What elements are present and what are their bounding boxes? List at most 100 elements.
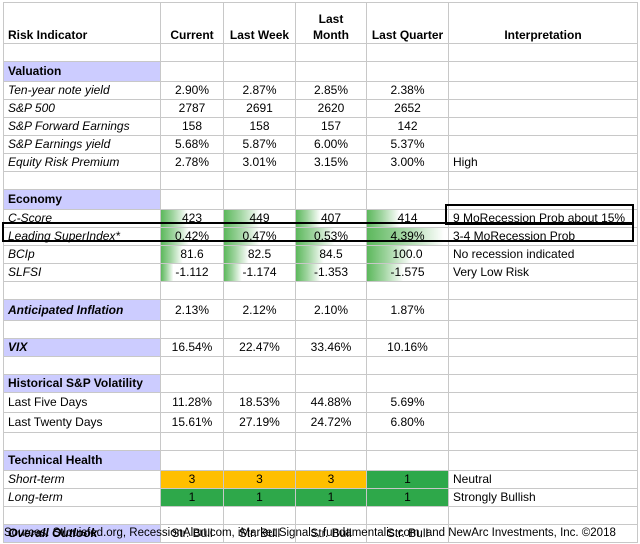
spacer-cell (448, 171, 638, 190)
empty-cell (223, 374, 296, 393)
volatility-1-last-week-value: 27.19% (223, 412, 296, 433)
spacer-row (3, 320, 638, 339)
outlook-current-value: Str. Bull (160, 524, 224, 543)
technical-0-label: Short-term (3, 470, 161, 489)
valuation-title: Valuation (3, 61, 161, 82)
volatility-1-interpretation (448, 412, 638, 433)
empty-cell (295, 374, 367, 393)
economy-1-last-month-value: 0.53% (295, 227, 367, 246)
valuation-2-interpretation (448, 117, 638, 136)
valuation-1-last-week-value: 2691 (223, 99, 296, 118)
economy-0-interpretation: 9 MoRecession Prob about 15% (448, 209, 638, 228)
empty-cell (295, 450, 367, 471)
technical-0-last-quarter-value: 1 (366, 470, 449, 489)
valuation-3-label: S&P Earnings yield (3, 135, 161, 154)
valuation-1-last-quarter-value: 2652 (366, 99, 449, 118)
empty-cell (366, 450, 449, 471)
spacer-cell (366, 356, 449, 375)
valuation-4-label: Equity Risk Premium (3, 153, 161, 172)
technical-1-current-value: 1 (160, 488, 224, 507)
vix-label: VIX (3, 338, 161, 357)
economy-0-last-month-value: 407 (295, 209, 367, 228)
spacer-cell (295, 43, 367, 62)
vix-interpretation (448, 338, 638, 357)
spacer-cell (295, 356, 367, 375)
spacer-cell (295, 320, 367, 339)
economy-2-last-month-value: 84.5 (295, 245, 367, 264)
outlook-last-month-value: Str. Bull (295, 524, 367, 543)
valuation-3-last-quarter-value: 5.37% (366, 135, 449, 154)
empty-cell (448, 61, 638, 82)
spacer-cell (3, 506, 161, 525)
valuation-4-last-week-value: 3.01% (223, 153, 296, 172)
spacer-cell (160, 320, 224, 339)
inflation-last-quarter-value: 1.87% (366, 299, 449, 321)
spacer-cell (366, 171, 449, 190)
volatility-1-current-value: 15.61% (160, 412, 224, 433)
volatility-0-row: Last Five Days 11.28% 18.53% 44.88% 5.69% (3, 392, 638, 413)
economy-2-last-quarter-value: 100.0 (366, 245, 449, 264)
risk-table: Risk Indicator Current Last Week Last Mo… (3, 2, 638, 543)
spacer-cell (3, 320, 161, 339)
volatility-title: Historical S&P Volatility (3, 374, 161, 393)
volatility-0-current-value: 11.28% (160, 392, 224, 413)
economy-2-interpretation: No recession indicated (448, 245, 638, 264)
economy-2-last-week-value: 82.5 (223, 245, 296, 264)
spacer-cell (160, 281, 224, 300)
inflation-interpretation (448, 299, 638, 321)
spacer-cell (366, 506, 449, 525)
empty-cell (448, 450, 638, 471)
spacer-cell (160, 171, 224, 190)
spacer-cell (295, 432, 367, 451)
outlook-interpretation (448, 524, 638, 543)
spacer-row (3, 281, 638, 300)
spacer-cell (448, 320, 638, 339)
empty-cell (223, 189, 296, 210)
header-risk-indicator: Risk Indicator (3, 2, 161, 44)
vix-last-quarter-value: 10.16% (366, 338, 449, 357)
header-last-month: Last Month (295, 2, 367, 44)
technical-1-last-quarter-value: 1 (366, 488, 449, 507)
spacer-cell (366, 281, 449, 300)
header-current: Current (160, 2, 224, 44)
spacer-cell (223, 281, 296, 300)
valuation-4-row: Equity Risk Premium 2.78% 3.01% 3.15% 3.00% H… (3, 153, 638, 172)
spacer-cell (160, 506, 224, 525)
empty-cell (366, 374, 449, 393)
empty-cell (160, 189, 224, 210)
valuation-1-row: S&P 500 2787 2691 2620 2652 (3, 99, 638, 118)
volatility-0-label: Last Five Days (3, 392, 161, 413)
empty-cell (366, 189, 449, 210)
economy-2-current-value: 81.6 (160, 245, 224, 264)
spacer-cell (223, 432, 296, 451)
inflation-current-value: 2.13% (160, 299, 224, 321)
spacer-row (3, 43, 638, 62)
economy-3-label: SLFSI (3, 263, 161, 282)
economy-3-last-quarter-value: -1.575 (366, 263, 449, 282)
valuation-3-last-month-value: 6.00% (295, 135, 367, 154)
empty-cell (160, 61, 224, 82)
inflation-row: Anticipated Inflation 2.13% 2.12% 2.10% 1.87… (3, 299, 638, 321)
valuation-3-last-week-value: 5.87% (223, 135, 296, 154)
inflation-last-week-value: 2.12% (223, 299, 296, 321)
spacer-cell (223, 320, 296, 339)
valuation-2-last-month-value: 157 (295, 117, 367, 136)
economy-1-current-value: 0.42% (160, 227, 224, 246)
spacer-cell (295, 171, 367, 190)
valuation-3-interpretation (448, 135, 638, 154)
valuation-4-last-month-value: 3.15% (295, 153, 367, 172)
spacer-cell (3, 281, 161, 300)
spacer-cell (3, 43, 161, 62)
economy-0-last-week-value: 449 (223, 209, 296, 228)
valuation-1-last-month-value: 2620 (295, 99, 367, 118)
spacer-cell (3, 171, 161, 190)
valuation-1-interpretation (448, 99, 638, 118)
empty-cell (295, 189, 367, 210)
technical-row: Technical Health (3, 450, 638, 471)
valuation-4-last-quarter-value: 3.00% (366, 153, 449, 172)
economy-0-last-quarter-value: 414 (366, 209, 449, 228)
economy-title: Economy (3, 189, 161, 210)
economy-3-row: SLFSI -1.112 -1.174 -1.353 -1.575 Very Low Ri… (3, 263, 638, 282)
economy-2-row: BCIp 81.6 82.5 84.5 100.0 No recession indica… (3, 245, 638, 264)
empty-cell (223, 61, 296, 82)
